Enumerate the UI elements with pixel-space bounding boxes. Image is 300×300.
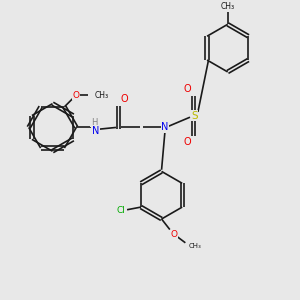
Text: S: S bbox=[191, 111, 198, 121]
Text: H: H bbox=[91, 118, 97, 127]
Text: O: O bbox=[121, 94, 128, 104]
Text: CH₃: CH₃ bbox=[189, 243, 201, 249]
Text: O: O bbox=[184, 137, 191, 147]
Text: Cl: Cl bbox=[117, 206, 126, 215]
Text: N: N bbox=[92, 126, 99, 136]
Text: O: O bbox=[184, 84, 191, 94]
Text: CH₃: CH₃ bbox=[220, 2, 235, 11]
Text: O: O bbox=[73, 91, 80, 100]
Text: N: N bbox=[161, 122, 169, 132]
Text: CH₃: CH₃ bbox=[94, 91, 109, 100]
Text: O: O bbox=[171, 230, 178, 239]
